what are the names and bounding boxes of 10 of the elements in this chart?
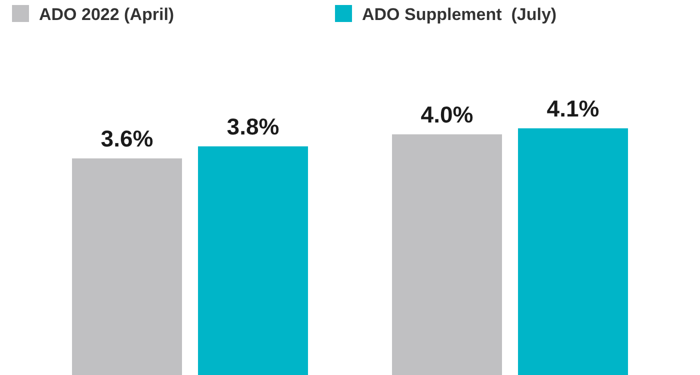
bar: [392, 134, 502, 375]
data-label: 4.1%: [546, 95, 600, 122]
data-label: 4.0%: [420, 101, 474, 128]
bar: [72, 158, 182, 375]
bar: [198, 146, 308, 375]
legend-label: ADO Supplement (July): [362, 5, 557, 24]
data-label: 3.8%: [226, 113, 280, 140]
data-label: 3.6%: [100, 125, 154, 152]
legend-label: ADO 2022 (April): [39, 5, 174, 24]
bar: [518, 128, 628, 375]
